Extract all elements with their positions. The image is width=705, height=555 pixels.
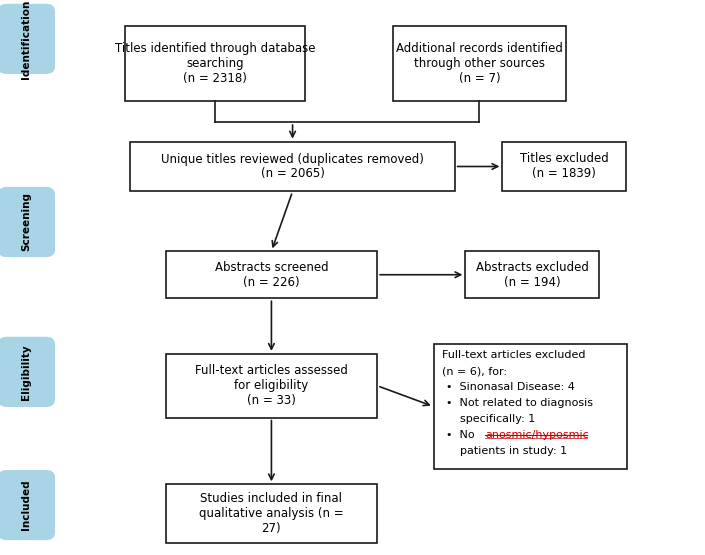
Text: specifically: 1: specifically: 1 [460,415,536,425]
FancyBboxPatch shape [130,142,455,191]
Text: Screening: Screening [21,193,32,251]
Text: Identification: Identification [21,0,32,79]
Text: Included: Included [21,480,32,531]
Text: Studies included in final
qualitative analysis (n =
27): Studies included in final qualitative an… [199,492,344,535]
FancyBboxPatch shape [465,251,599,299]
Text: (n = 6), for:: (n = 6), for: [442,366,507,376]
Text: •  Sinonasal Disease: 4: • Sinonasal Disease: 4 [446,382,575,392]
FancyBboxPatch shape [166,251,377,299]
FancyBboxPatch shape [502,142,626,191]
Text: Unique titles reviewed (duplicates removed)
(n = 2065): Unique titles reviewed (duplicates remov… [161,153,424,180]
FancyBboxPatch shape [0,188,54,256]
FancyBboxPatch shape [166,484,377,543]
FancyBboxPatch shape [0,337,54,406]
Text: Titles identified through database
searching
(n = 2318): Titles identified through database searc… [115,42,315,85]
Text: Abstracts screened
(n = 226): Abstracts screened (n = 226) [214,261,329,289]
Text: patients in study: 1: patients in study: 1 [460,446,568,456]
FancyBboxPatch shape [434,344,627,469]
Text: •  Not related to diagnosis: • Not related to diagnosis [446,398,594,408]
Text: Abstracts excluded
(n = 194): Abstracts excluded (n = 194) [476,261,589,289]
Text: anosmic/hyposmic: anosmic/hyposmic [485,430,589,440]
FancyBboxPatch shape [125,26,305,101]
Text: Full-text articles excluded: Full-text articles excluded [442,350,586,360]
Text: Eligibility: Eligibility [21,344,32,400]
FancyBboxPatch shape [0,471,54,539]
Text: •  No: • No [446,430,479,440]
Text: Additional records identified
through other sources
(n = 7): Additional records identified through ot… [396,42,563,85]
Text: Titles excluded
(n = 1839): Titles excluded (n = 1839) [520,153,608,180]
FancyBboxPatch shape [166,354,377,417]
FancyBboxPatch shape [0,4,54,73]
Text: Full-text articles assessed
for eligibility
(n = 33): Full-text articles assessed for eligibil… [195,364,348,407]
FancyBboxPatch shape [393,26,566,101]
